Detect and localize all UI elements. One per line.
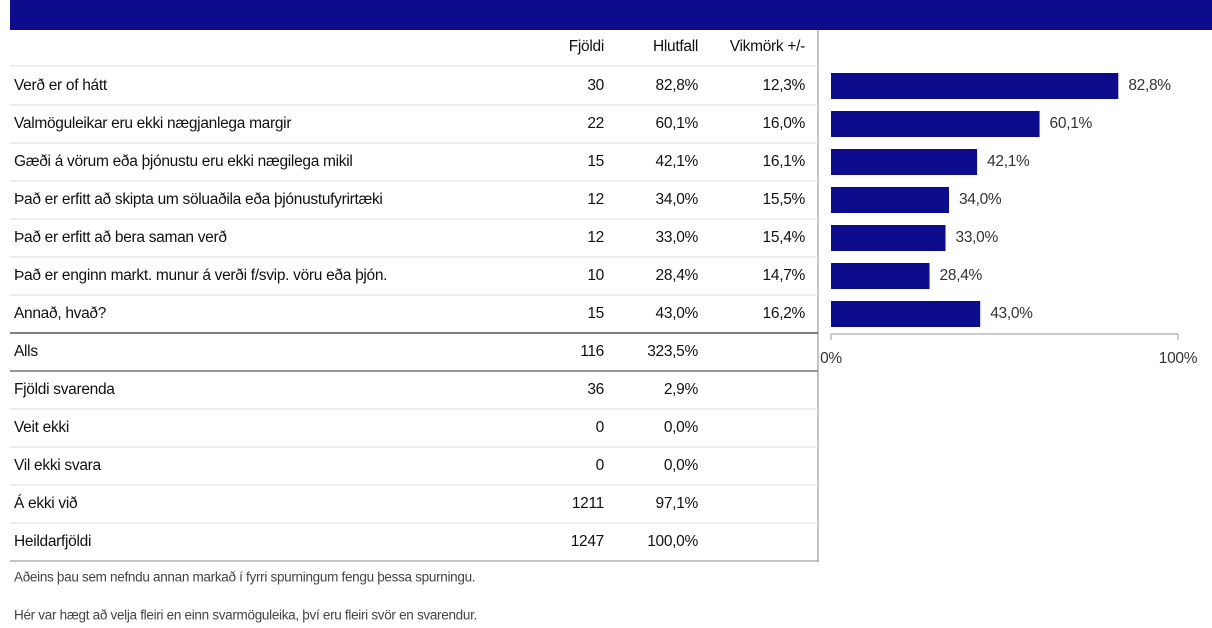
cell: 34,0% — [656, 191, 699, 208]
cell: 33,0% — [656, 229, 699, 246]
cell: 42,1% — [656, 153, 699, 170]
cell: 60,1% — [656, 115, 699, 132]
row-label: Gæði á vörum eða þjónustu eru ekki nægil… — [14, 153, 353, 170]
cell: 82,8% — [656, 77, 699, 94]
footnote: Hér var hægt að velja fleiri en einn sva… — [14, 608, 477, 623]
cell: 0 — [596, 419, 605, 436]
footnote: Aðeins þau sem nefndu annan markað í fyr… — [14, 570, 475, 585]
cell: 16,2% — [763, 305, 806, 322]
row-label: Alls — [14, 343, 38, 360]
bar-label: 33,0% — [956, 229, 999, 246]
x-tick-label: 0% — [820, 350, 842, 367]
cell: 15 — [587, 305, 604, 322]
row-label: Verð er of hátt — [14, 77, 108, 94]
bar — [831, 111, 1040, 137]
cell: 16,0% — [763, 115, 806, 132]
cell: 12,3% — [763, 77, 806, 94]
cell: 2,9% — [664, 381, 699, 398]
row-label: Valmöguleikar eru ekki nægjanlega margir — [14, 115, 291, 132]
bar — [831, 73, 1119, 99]
row-label: Vil ekki svara — [14, 457, 102, 474]
cell: 28,4% — [656, 267, 699, 284]
cell: 100,0% — [647, 533, 698, 550]
bar-label: 82,8% — [1128, 77, 1171, 94]
bar — [831, 149, 978, 175]
cell: 12 — [587, 229, 604, 246]
row-label: Heildarfjöldi — [14, 533, 91, 550]
cell: 12 — [587, 191, 604, 208]
bar-label: 34,0% — [959, 191, 1002, 208]
cell: 0,0% — [664, 457, 699, 474]
row-label: Annað, hvað? — [14, 305, 107, 322]
cell: 1247 — [571, 533, 604, 550]
column-header: Vikmörk +/- — [730, 38, 805, 55]
cell: 0,0% — [664, 419, 699, 436]
row-label: Það er erfitt að skipta um söluaðila eða… — [14, 191, 383, 208]
cell: 15 — [587, 153, 604, 170]
top-band — [10, 0, 1212, 30]
cell: 15,4% — [763, 229, 806, 246]
column-header: Fjöldi — [569, 38, 604, 55]
cell: 30 — [587, 77, 604, 94]
cell: 116 — [580, 343, 604, 360]
cell: 16,1% — [763, 153, 806, 170]
bar-label: 43,0% — [990, 305, 1033, 322]
cell: 22 — [587, 115, 604, 132]
column-header: Hlutfall — [653, 38, 698, 55]
bar — [831, 263, 930, 289]
bar — [831, 225, 946, 251]
cell: 14,7% — [763, 267, 806, 284]
row-label: Á ekki við — [14, 495, 78, 512]
cell: 10 — [587, 267, 604, 284]
cell: 15,5% — [763, 191, 806, 208]
bar — [831, 301, 981, 327]
cell: 1211 — [572, 495, 604, 512]
cell: 323,5% — [647, 343, 698, 360]
cell: 43,0% — [656, 305, 699, 322]
row-label: Fjöldi svarenda — [14, 381, 115, 398]
bar — [831, 187, 949, 213]
bar-label: 60,1% — [1050, 115, 1093, 132]
bar-label: 28,4% — [940, 267, 983, 284]
x-tick-label: 100% — [1159, 350, 1198, 367]
row-label: Það er enginn markt. munur á verði f/svi… — [14, 267, 387, 284]
bar-label: 42,1% — [987, 153, 1030, 170]
row-label: Veit ekki — [14, 419, 69, 436]
cell: 0 — [596, 457, 605, 474]
cell: 97,1% — [656, 495, 699, 512]
cell: 36 — [587, 381, 604, 398]
row-label: Það er erfitt að bera saman verð — [14, 229, 227, 246]
